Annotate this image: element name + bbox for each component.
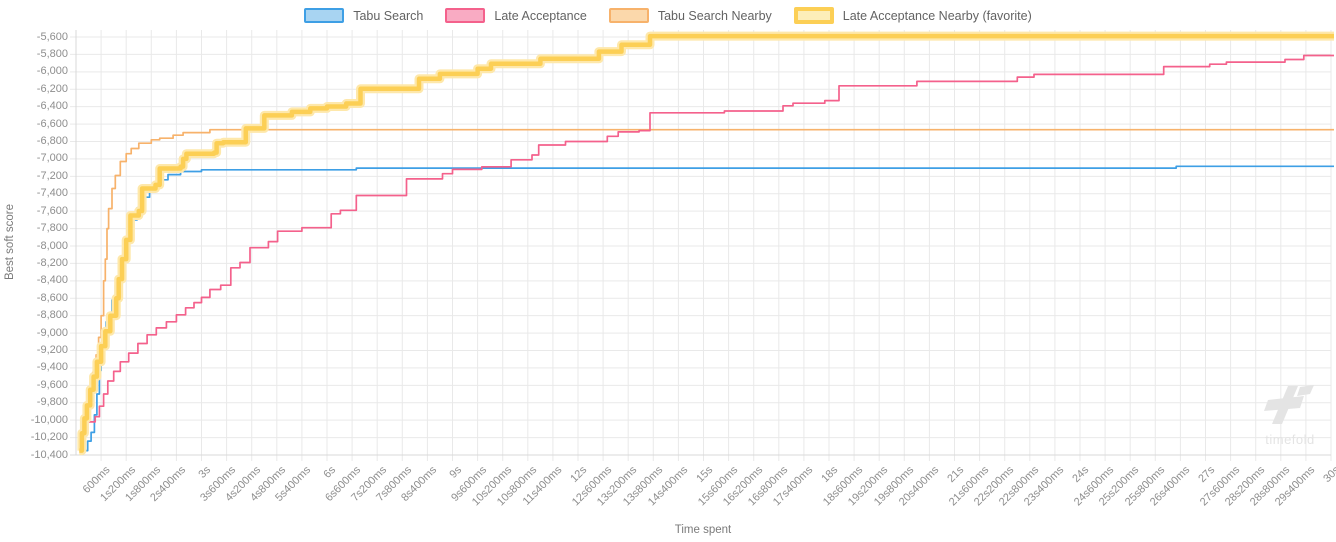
y-tick-label: -10,000 (30, 413, 68, 426)
y-tick-label: -7,800 (36, 222, 68, 235)
series-line-late-acceptance (80, 54, 1334, 452)
y-tick-label: -9,200 (36, 344, 68, 356)
y-tick-label: -6,000 (36, 65, 68, 78)
y-axis-title: Best soft score (4, 203, 16, 281)
y-tick-label: -6,800 (36, 135, 68, 147)
y-tick-label: -8,600 (36, 291, 68, 304)
y-tick-label: -10,400 (30, 448, 68, 461)
y-tick-label: -6,600 (36, 117, 68, 130)
axis-borders (70, 30, 1331, 456)
y-tick-label: -8,400 (36, 274, 68, 287)
y-tick-label: -9,600 (36, 378, 68, 391)
legend-item-late-acceptance[interactable]: Late Acceptance (445, 8, 587, 23)
legend-swatch (445, 8, 486, 23)
legend-label: Late Acceptance (494, 8, 587, 23)
y-tick-label: -9,800 (36, 396, 68, 409)
y-tick-label: -8,000 (36, 239, 68, 252)
legend-label: Tabu Search (353, 8, 424, 23)
legend-item-tabu-search-nearby[interactable]: Tabu Search Nearby (608, 8, 772, 23)
y-tick-label: -9,400 (36, 361, 68, 374)
y-tick-label: -7,600 (36, 204, 68, 217)
legend-swatch (793, 7, 834, 24)
legend-item-tabu-search[interactable]: Tabu Search (304, 8, 423, 23)
series-line-late-acceptance-nearby-favorite (79, 33, 1334, 453)
y-tick-label: -8,200 (36, 256, 68, 269)
y-tick-label: -7,400 (36, 187, 68, 200)
legend-swatch (608, 8, 649, 23)
x-axis-title: Time spent (674, 524, 732, 536)
series-line-tabu-search (85, 165, 1334, 452)
y-tick-label: -5,600 (36, 30, 68, 43)
watermark-text: timefold (1265, 432, 1315, 447)
y-tick-label: -7,200 (36, 169, 68, 182)
series-halo-3 (77, 31, 1334, 456)
timefold-watermark: timefold (1260, 384, 1320, 447)
series-lines (77, 31, 1334, 456)
y-tick-label: -6,200 (36, 82, 68, 95)
y-tick-label: -8,800 (36, 309, 68, 322)
y-tick-label: -9,000 (36, 326, 68, 339)
legend-swatch (304, 8, 345, 23)
gridlines (70, 30, 1332, 461)
y-tick-label: -6,400 (36, 100, 68, 113)
y-tick-label: -7,000 (36, 152, 68, 165)
legend-label: Late Acceptance Nearby (favorite) (842, 8, 1032, 23)
timefold-logo-icon (1264, 385, 1314, 424)
y-tick-label: -5,800 (36, 47, 68, 60)
legend-item-late-acceptance-nearby-favorite[interactable]: Late Acceptance Nearby (favorite) (793, 7, 1032, 24)
legend-label: Tabu Search Nearby (657, 8, 772, 23)
y-tick-label: -10,200 (30, 431, 68, 444)
chart-legend: Tabu Search Late Acceptance Tabu Search Ne… (0, 7, 1336, 24)
